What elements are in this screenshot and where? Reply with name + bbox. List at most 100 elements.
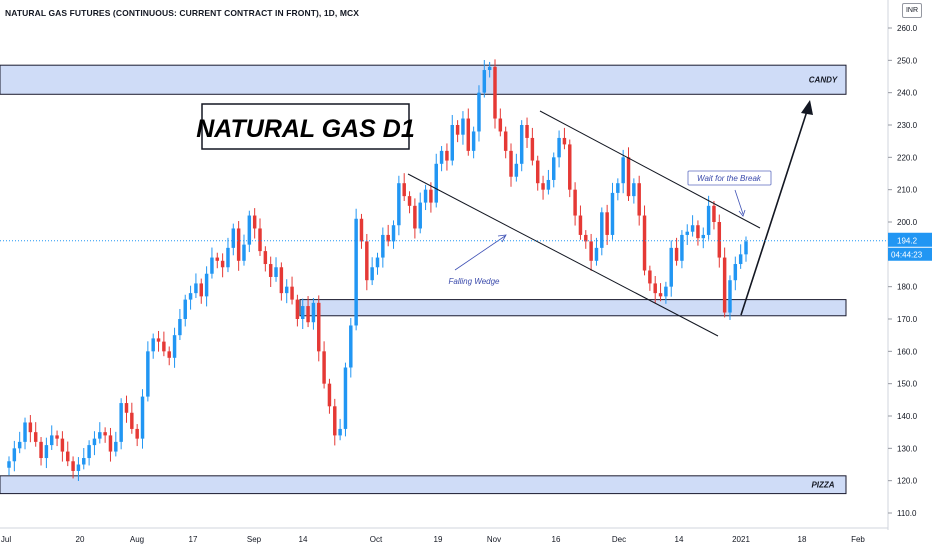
candle-body <box>471 131 476 151</box>
candle-body <box>103 432 107 436</box>
time-tick-label: 18 <box>798 535 807 544</box>
candle-body <box>306 306 310 323</box>
candle-body <box>461 118 465 135</box>
candle-body <box>28 422 33 433</box>
candle-body <box>610 192 615 235</box>
candle-body <box>439 150 444 164</box>
candle-body <box>119 403 123 442</box>
candle-body <box>76 464 81 471</box>
candle-body <box>541 183 545 190</box>
zone-candy[interactable] <box>0 64 847 95</box>
candle-body <box>151 338 155 352</box>
zone-pizza[interactable] <box>0 475 847 495</box>
candle-body <box>477 92 481 132</box>
candle-body <box>600 212 604 248</box>
time-tick-label: Aug <box>130 535 144 544</box>
candle-body <box>98 432 102 439</box>
candle-body <box>509 150 513 177</box>
candle-body <box>343 367 348 429</box>
candle-body <box>82 458 86 465</box>
candle-body <box>450 125 455 161</box>
countdown-badge <box>888 247 932 261</box>
wedge-upper-line[interactable] <box>539 110 761 229</box>
wedge-arrow-line <box>454 235 506 271</box>
candle-body <box>135 428 139 439</box>
candle-body <box>12 448 17 462</box>
candle-body <box>215 257 220 261</box>
wedge-lower-line[interactable] <box>407 173 719 337</box>
candle-body <box>124 403 129 413</box>
currency-badge[interactable]: INR <box>902 3 922 18</box>
candle-body <box>418 202 422 229</box>
candle-body <box>680 234 684 261</box>
candle-body <box>423 189 428 203</box>
candle-body <box>290 286 294 300</box>
candle-body <box>669 247 673 287</box>
candle-body <box>626 157 631 197</box>
candle-body <box>530 137 535 161</box>
candle-body <box>359 218 364 242</box>
breakout-arrow-line[interactable] <box>740 107 809 316</box>
falling-wedge-label: Falling Wedge <box>449 277 501 286</box>
candle-body <box>445 150 449 161</box>
candle-body <box>402 183 406 197</box>
candle-body <box>386 234 390 242</box>
price-tick-label: 200.0 <box>897 218 918 227</box>
candle-body <box>44 445 49 459</box>
candle-body <box>60 438 65 452</box>
candle-body <box>503 131 508 151</box>
price-tick-label: 210.0 <box>897 186 918 195</box>
candle-body <box>584 234 588 242</box>
price-tick-label: 240.0 <box>897 89 918 98</box>
candle-body <box>66 451 70 462</box>
candle-body <box>514 163 519 177</box>
candle-body <box>274 267 278 277</box>
candle-body <box>690 225 695 232</box>
candle-body <box>252 215 257 229</box>
candle-body <box>167 351 171 358</box>
candle-body <box>578 215 583 235</box>
last-price-badge <box>888 232 932 247</box>
candle-body <box>546 179 551 190</box>
candle-body <box>311 302 316 323</box>
time-tick-label: 16 <box>552 535 561 544</box>
wedge-arrow-head <box>497 234 507 243</box>
zone-support[interactable] <box>299 299 847 317</box>
candle-body <box>434 163 438 203</box>
candle-body <box>573 189 577 216</box>
time-tick-label: Jul <box>1 535 11 544</box>
price-tick-label: 130.0 <box>897 444 918 453</box>
candle-body <box>114 441 118 452</box>
candle-body <box>365 241 369 281</box>
candle-body <box>568 144 572 190</box>
price-tick-label: 180.0 <box>897 283 918 292</box>
price-tick-label: 230.0 <box>897 121 918 130</box>
candle-body <box>674 247 679 261</box>
candle-body <box>535 160 540 184</box>
candle-body <box>525 125 529 138</box>
callout-arrow-line <box>734 189 744 215</box>
zone-label-zone-bottom: PIZZA <box>811 481 834 490</box>
time-tick-label: 17 <box>189 535 198 544</box>
time-tick-label: 14 <box>299 535 308 544</box>
time-tick-label: 20 <box>76 535 85 544</box>
wait-break-box[interactable] <box>687 170 772 186</box>
price-tick-label: 120.0 <box>897 477 918 486</box>
time-tick-label: 2021 <box>732 535 750 544</box>
candle-body <box>7 461 11 468</box>
candle-body <box>17 441 22 449</box>
candle-body <box>664 286 668 297</box>
candle-body <box>39 441 43 459</box>
candle-body <box>146 351 150 397</box>
candle-body <box>429 189 433 203</box>
breakout-arrow-head <box>801 100 813 115</box>
candle-body <box>258 228 262 252</box>
candle-body <box>220 260 225 268</box>
candle-body <box>263 251 268 265</box>
big-title-box[interactable] <box>201 103 410 150</box>
candle-body <box>295 299 300 319</box>
candle-body <box>455 125 460 135</box>
